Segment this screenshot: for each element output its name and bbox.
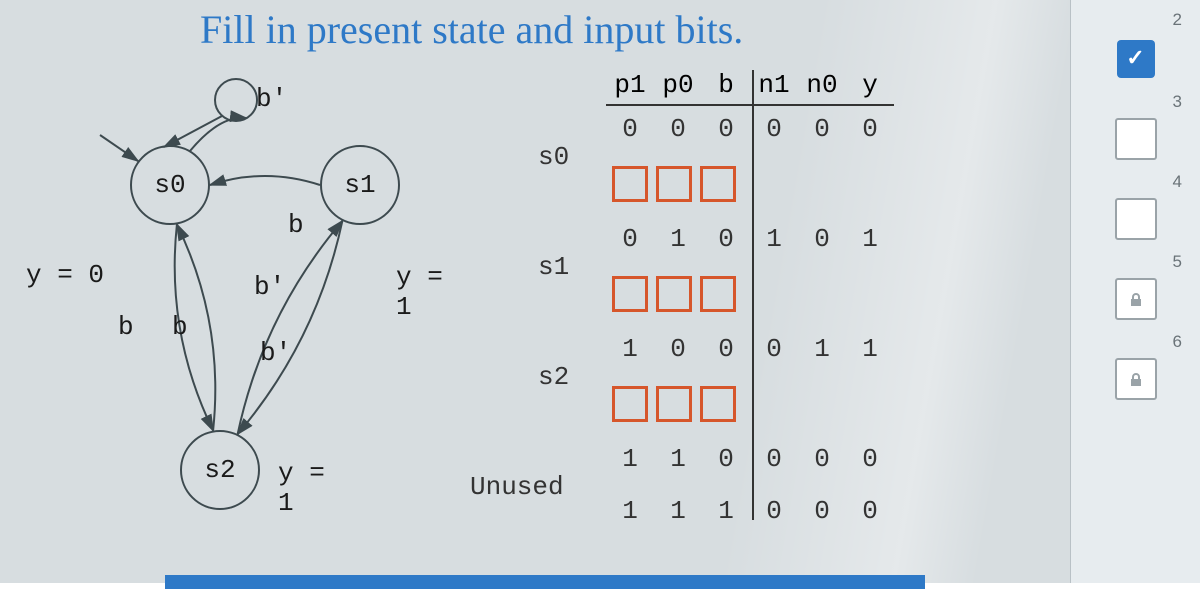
edge-label: b (172, 312, 188, 342)
cell: 0 (750, 496, 798, 526)
state-label-Unused: Unused (470, 472, 564, 502)
check-icon[interactable]: ✓ (1117, 40, 1155, 78)
cell: 0 (750, 334, 798, 364)
table-row: 000000 (606, 114, 894, 144)
cell: 0 (798, 444, 846, 474)
sidebar: 2 ✓ 3 4 5 6 (1070, 0, 1200, 583)
cell: 1 (654, 496, 702, 526)
state-s1: s1 (320, 145, 400, 225)
state-label-s1: s1 (538, 252, 569, 282)
input-box[interactable] (612, 276, 648, 312)
table-row: 110000 (606, 444, 894, 474)
input-box[interactable] (612, 386, 648, 422)
state-s0: s0 (130, 145, 210, 225)
col-b: b (702, 70, 750, 100)
bottom-highlight-bar (165, 575, 925, 589)
cell: 0 (750, 114, 798, 144)
input-box[interactable] (656, 386, 692, 422)
cell: 1 (750, 224, 798, 254)
cell: 1 (702, 496, 750, 526)
col-y: y (846, 70, 894, 100)
page-number: 6 (1173, 332, 1182, 352)
state-label-s0: s0 (538, 142, 569, 172)
cell: 0 (654, 334, 702, 364)
input-box[interactable] (656, 276, 692, 312)
input-row[interactable] (612, 276, 744, 317)
table-row: 111000 (606, 496, 894, 526)
col-p0: p0 (654, 70, 702, 100)
cell: 0 (702, 224, 750, 254)
truth-table: p1p0bn1n0y s0000000s1010101s2100011Unuse… (488, 72, 1028, 552)
input-box[interactable] (700, 386, 736, 422)
table-headers: p1p0bn1n0y (606, 70, 894, 106)
page-number: 2 (1173, 10, 1182, 30)
cell: 0 (846, 114, 894, 144)
cell: 0 (606, 224, 654, 254)
diagram-label: y = 0 (26, 260, 104, 290)
col-n1: n1 (750, 70, 798, 100)
edge-label: b (288, 210, 304, 240)
cell: 0 (798, 496, 846, 526)
cell: 0 (846, 496, 894, 526)
edge-label: b (118, 312, 134, 342)
table-row: 100011 (606, 334, 894, 364)
state-loop (214, 78, 258, 122)
cell: 1 (798, 334, 846, 364)
cell: 1 (654, 224, 702, 254)
cell: 0 (798, 224, 846, 254)
edge-label: b' (256, 84, 287, 114)
cell: 0 (702, 334, 750, 364)
page-number: 5 (1173, 252, 1182, 272)
diagram-label: y = (396, 262, 443, 292)
input-row[interactable] (612, 386, 744, 427)
table-row: 010101 (606, 224, 894, 254)
cell: 1 (606, 496, 654, 526)
diagram-label: y = (278, 458, 325, 488)
edge-label: b' (254, 272, 285, 302)
input-box[interactable] (700, 276, 736, 312)
col-n0: n0 (798, 70, 846, 100)
input-box[interactable] (700, 166, 736, 202)
cell: 0 (654, 114, 702, 144)
edge-label: b' (260, 338, 291, 368)
cell: 0 (702, 114, 750, 144)
input-row[interactable] (612, 166, 744, 207)
cell: 1 (606, 444, 654, 474)
cell: 0 (606, 114, 654, 144)
slide-stage: Fill in present state and input bits. s0… (0, 0, 1070, 583)
diagram-label: 1 (396, 292, 412, 322)
page-number: 3 (1173, 92, 1182, 112)
cell: 1 (654, 444, 702, 474)
slide-title: Fill in present state and input bits. (200, 6, 743, 53)
cell: 0 (798, 114, 846, 144)
cell: 1 (846, 224, 894, 254)
cell: 1 (846, 334, 894, 364)
state-diagram: s0s1s2y = 0y =1y =1b'bbbb'b' (0, 80, 480, 540)
thumb-card[interactable] (1115, 118, 1157, 160)
col-p1: p1 (606, 70, 654, 100)
diagram-label: 1 (278, 488, 294, 518)
page-number: 4 (1173, 172, 1182, 192)
input-box[interactable] (656, 166, 692, 202)
state-label-s2: s2 (538, 362, 569, 392)
thumb-card[interactable] (1115, 358, 1157, 400)
cell: 0 (750, 444, 798, 474)
thumb-card[interactable] (1115, 198, 1157, 240)
cell: 1 (606, 334, 654, 364)
input-box[interactable] (612, 166, 648, 202)
cell: 0 (846, 444, 894, 474)
state-s2: s2 (180, 430, 260, 510)
thumb-card[interactable] (1115, 278, 1157, 320)
cell: 0 (702, 444, 750, 474)
